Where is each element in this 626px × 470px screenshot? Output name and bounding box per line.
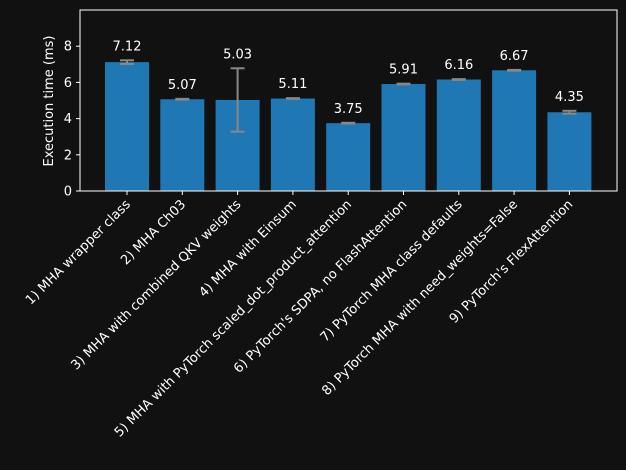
- y-tick-label-8: 8: [64, 40, 72, 55]
- bar-8: [492, 70, 537, 191]
- x-tick-label-4: 4) MHA with Einsum: [197, 197, 300, 300]
- y-tick-label-2: 2: [64, 148, 72, 163]
- bar-9: [547, 112, 592, 191]
- value-label-5: 3.75: [334, 102, 363, 117]
- bars-group: [105, 62, 592, 192]
- error-bars-group: [120, 59, 577, 133]
- bar-2: [160, 99, 205, 191]
- value-label-2: 5.07: [168, 78, 197, 93]
- bar-7: [436, 79, 481, 191]
- y-tick-label-0: 0: [64, 185, 72, 200]
- value-label-9: 4.35: [555, 90, 584, 105]
- y-tick-label-4: 4: [64, 112, 72, 127]
- x-tick-label-8: 8) PyTorch MHA with need_weights=False: [319, 197, 521, 399]
- bar-5: [326, 123, 371, 191]
- value-labels-group: 7.12 5.07 5.03 5.11 3.75 5.91 6.16 6.67 4.35: [113, 39, 584, 116]
- value-label-3: 5.03: [223, 47, 252, 62]
- bar-6: [381, 84, 426, 191]
- y-tick-label-6: 6: [64, 76, 72, 91]
- value-label-7: 6.16: [444, 58, 473, 73]
- y-axis-ticks: 0 2 4 6 8: [64, 40, 80, 200]
- value-label-1: 7.12: [113, 39, 142, 54]
- bar-1: [105, 62, 149, 192]
- value-label-6: 5.91: [389, 63, 418, 78]
- y-axis-label: Execution time (ms): [42, 35, 57, 166]
- value-label-4: 5.11: [278, 77, 307, 92]
- x-tick-label-1: 1) MHA wrapper class: [23, 197, 134, 308]
- bar-4: [270, 98, 315, 191]
- value-label-8: 6.67: [500, 49, 529, 64]
